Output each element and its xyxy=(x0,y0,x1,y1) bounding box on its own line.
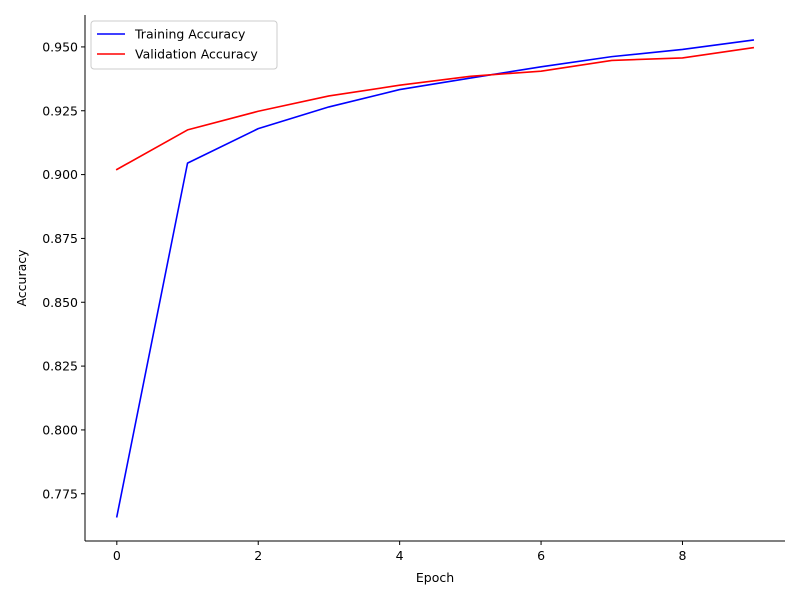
y-tick-label: 0.950 xyxy=(42,39,78,54)
y-tick-label: 0.800 xyxy=(42,422,78,437)
plot-area xyxy=(115,39,755,518)
y-tick-label: 0.900 xyxy=(42,167,78,182)
y-axis-ticks: 0.775 0.800 0.825 0.850 0.875 0.900 0.925 0.950 xyxy=(42,39,85,501)
x-tick-label: 2 xyxy=(254,548,262,563)
series-line-training xyxy=(115,39,755,518)
y-tick-label: 0.875 xyxy=(42,231,78,246)
x-axis-ticks: 0 2 4 6 8 xyxy=(113,541,686,563)
x-axis-title: Epoch xyxy=(416,570,454,585)
legend-label: Validation Accuracy xyxy=(135,47,258,62)
y-axis-title: Accuracy xyxy=(14,249,29,307)
x-tick-label: 0 xyxy=(113,548,121,563)
x-tick-label: 8 xyxy=(678,548,686,563)
legend: Training Accuracy Validation Accuracy xyxy=(90,20,278,70)
x-tick-label: 6 xyxy=(537,548,545,563)
y-tick-label: 0.825 xyxy=(42,359,78,374)
legend-label: Training Accuracy xyxy=(134,27,246,42)
y-tick-label: 0.850 xyxy=(42,295,78,310)
series-line-validation xyxy=(115,46,755,171)
x-tick-label: 4 xyxy=(396,548,404,563)
y-tick-label: 0.925 xyxy=(42,103,78,118)
y-tick-label: 0.775 xyxy=(42,486,78,501)
legend-box xyxy=(90,20,278,70)
